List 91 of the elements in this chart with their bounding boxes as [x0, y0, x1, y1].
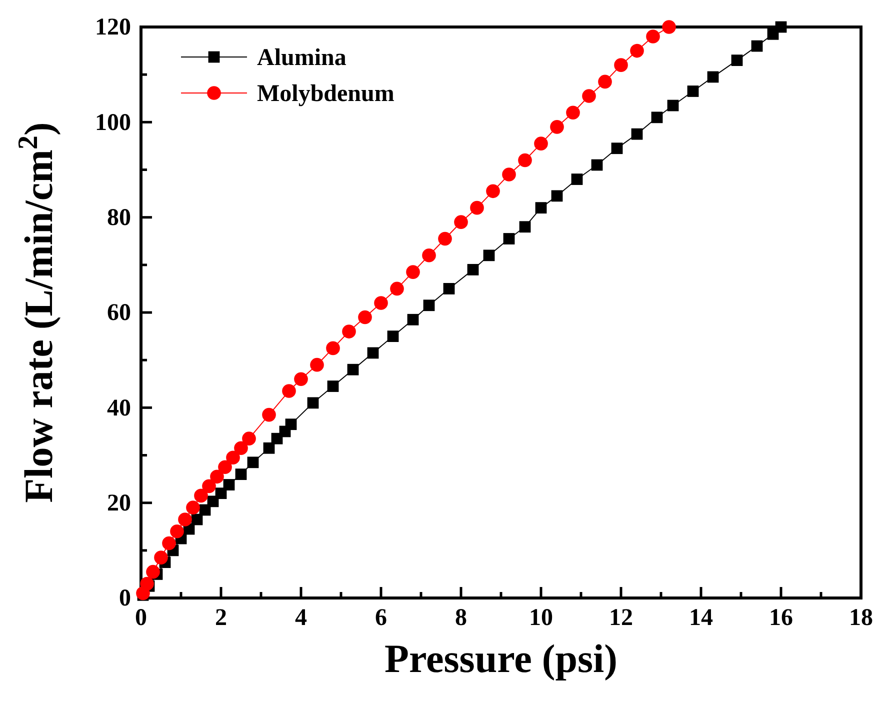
point	[262, 408, 276, 422]
legend-label: Molybdenum	[257, 81, 394, 107]
point	[263, 442, 275, 454]
point	[178, 512, 192, 526]
point	[611, 142, 623, 154]
point	[342, 324, 356, 338]
x-tick-label: 8	[455, 605, 467, 632]
point	[215, 488, 227, 500]
point	[407, 314, 419, 326]
point	[358, 310, 372, 324]
point	[170, 524, 184, 538]
point	[651, 112, 663, 124]
point	[630, 44, 644, 58]
point	[598, 74, 612, 89]
point	[502, 168, 516, 182]
point	[566, 106, 580, 120]
point	[226, 450, 240, 465]
point	[146, 564, 160, 579]
point	[731, 54, 743, 66]
point	[367, 347, 379, 359]
x-tick-label: 14	[689, 605, 713, 632]
point	[247, 456, 259, 468]
point	[614, 58, 628, 72]
x-tick-label: 6	[375, 605, 387, 632]
point	[235, 468, 247, 480]
point	[234, 441, 248, 456]
point	[210, 470, 224, 484]
point	[326, 341, 340, 356]
point	[751, 40, 763, 52]
point	[310, 358, 324, 372]
point	[503, 233, 515, 244]
y-tick-label: 0	[119, 586, 131, 612]
point	[423, 300, 435, 312]
x-tick-label: 4	[295, 605, 307, 632]
point	[571, 174, 583, 185]
point	[519, 221, 531, 233]
point	[775, 21, 787, 33]
x-tick-label: 16	[769, 605, 793, 632]
point	[535, 202, 547, 214]
point	[591, 159, 603, 171]
point	[294, 372, 308, 386]
point	[454, 215, 468, 229]
point	[242, 432, 256, 446]
point	[646, 30, 660, 44]
point	[662, 20, 676, 34]
point	[140, 576, 154, 591]
point	[707, 71, 719, 83]
point	[534, 136, 548, 150]
x-tick-label: 18	[849, 605, 873, 632]
point	[551, 190, 563, 202]
x-tick-label: 12	[609, 605, 633, 632]
point	[387, 330, 399, 342]
point	[631, 128, 643, 140]
y-tick-label: 120	[95, 14, 131, 41]
y-tick-label: 100	[95, 110, 131, 136]
x-axis-title: Pressure (psi)	[384, 636, 618, 681]
point	[202, 479, 216, 494]
point	[687, 86, 699, 97]
point	[285, 418, 297, 430]
point	[390, 282, 404, 296]
point	[550, 120, 564, 134]
point	[347, 364, 359, 376]
point	[282, 384, 296, 398]
y-tick-label: 80	[107, 205, 131, 232]
legend-label: Alumina	[257, 45, 346, 71]
point	[223, 479, 235, 490]
point	[422, 248, 436, 262]
point	[667, 100, 679, 112]
point	[467, 264, 479, 276]
x-tick-label: 2	[215, 605, 227, 632]
point	[518, 153, 532, 168]
point	[218, 460, 232, 474]
point	[486, 184, 500, 198]
point	[470, 200, 484, 215]
point	[582, 89, 596, 103]
point	[438, 232, 452, 246]
point	[406, 265, 420, 279]
point	[307, 397, 319, 409]
point	[194, 488, 208, 503]
point	[327, 380, 339, 392]
y-tick-label: 40	[107, 395, 131, 422]
y-tick-label: 20	[107, 490, 131, 517]
y-tick-label: 60	[107, 300, 131, 326]
point	[443, 283, 455, 294]
point	[374, 296, 388, 310]
point	[483, 250, 495, 262]
point	[162, 536, 176, 550]
x-tick-label: 0	[135, 605, 147, 632]
point	[154, 550, 168, 564]
x-tick-label: 10	[529, 605, 553, 632]
point	[186, 500, 200, 514]
